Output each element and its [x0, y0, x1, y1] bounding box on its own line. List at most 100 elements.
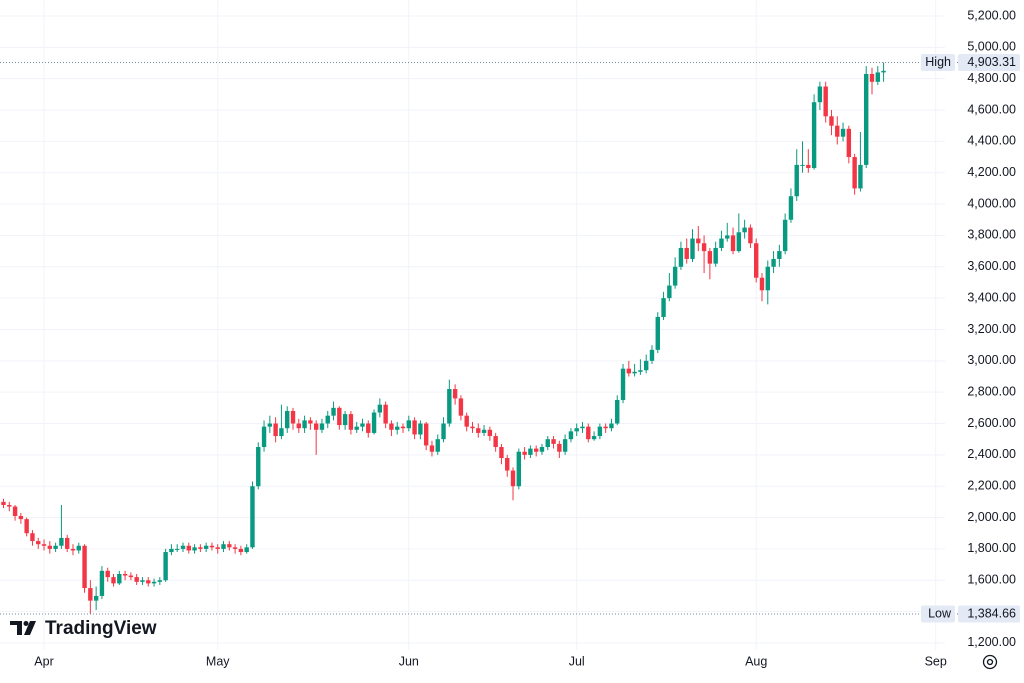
candle-body	[840, 128, 846, 137]
candle-body	[366, 423, 371, 433]
candle-body	[423, 423, 429, 446]
candle-body	[748, 227, 753, 244]
candle-body	[24, 519, 29, 534]
y-tick-label: 2,000.00	[967, 510, 1016, 524]
candle-body	[736, 232, 742, 252]
candle-body	[505, 457, 510, 471]
candle-body	[99, 570, 105, 596]
marker-label-box	[921, 53, 955, 71]
candle-body	[319, 423, 325, 430]
candle-body	[53, 545, 58, 549]
candle-body	[163, 552, 168, 581]
y-tick-label: 4,000.00	[967, 196, 1016, 210]
candle-body	[441, 423, 446, 440]
candle-body	[562, 439, 568, 452]
candle-body	[713, 247, 718, 264]
candle-body	[186, 545, 191, 551]
x-tick-label: Jun	[399, 654, 419, 668]
candle-body	[765, 266, 770, 291]
candle-body	[221, 544, 226, 549]
candle-body	[800, 164, 805, 166]
y-tick-label: 2,600.00	[967, 416, 1016, 430]
axes: 1,200.001,400.001,600.001,800.002,000.00…	[0, 8, 1020, 668]
candle-body	[829, 116, 834, 126]
candle-body	[215, 547, 220, 549]
candle-body	[175, 548, 180, 550]
y-tick-label: 1,200.00	[967, 635, 1016, 649]
candle-body	[105, 570, 110, 578]
candle-body	[198, 547, 203, 549]
candle-body	[395, 426, 400, 430]
candle-body	[389, 423, 394, 430]
candle-body	[545, 439, 550, 448]
grid	[0, 0, 945, 650]
candle-body	[157, 580, 163, 582]
candle-body	[493, 436, 498, 448]
candle-body	[209, 545, 215, 548]
candle-body	[232, 547, 238, 549]
candle-body	[371, 412, 377, 433]
y-tick-label: 5,000.00	[967, 40, 1016, 54]
candle-body	[852, 157, 857, 189]
candle-body	[82, 545, 87, 589]
x-tick-label: Jul	[569, 654, 585, 668]
candle-body	[30, 533, 35, 542]
y-tick-label: 2,800.00	[967, 384, 1016, 398]
candle-body	[678, 247, 684, 267]
candle-body	[7, 505, 12, 507]
candle-body	[615, 400, 620, 424]
x-tick-label: Sep	[925, 654, 947, 668]
y-tick-label: 4,800.00	[967, 71, 1016, 85]
candle-body	[256, 447, 261, 487]
candle-body	[499, 447, 504, 458]
candle-body	[47, 545, 53, 549]
candle-body	[864, 73, 869, 165]
candle-body	[348, 414, 354, 430]
candle-body	[36, 541, 41, 545]
candle-body	[522, 451, 527, 455]
y-tick-label: 4,400.00	[967, 134, 1016, 148]
candle-body	[620, 368, 626, 400]
candle-body	[539, 447, 545, 452]
y-tick-label: 2,200.00	[967, 479, 1016, 493]
candle-body	[667, 285, 672, 299]
candle-body	[730, 235, 736, 252]
candle-body	[881, 70, 886, 73]
candle-body	[406, 420, 411, 429]
candle-body	[308, 420, 313, 424]
candle-body	[742, 227, 747, 233]
candle-body	[690, 238, 695, 259]
candle-body	[180, 545, 186, 549]
candle-body	[290, 410, 296, 424]
candle-body	[296, 423, 301, 429]
candle-body	[649, 349, 655, 361]
candle-body	[447, 389, 452, 424]
candle-body	[88, 588, 93, 601]
candle-body	[1, 501, 6, 506]
candle-body	[464, 415, 469, 427]
candle-body	[151, 581, 157, 584]
candle-body	[140, 580, 145, 582]
y-tick-label: 3,800.00	[967, 228, 1016, 242]
candle-body	[846, 128, 852, 158]
candle-body	[516, 451, 522, 487]
settings-icon[interactable]	[982, 654, 998, 670]
candle-body	[811, 102, 817, 169]
watermark-logo	[10, 621, 36, 635]
candle-body	[661, 298, 666, 317]
x-tick-label: Aug	[745, 654, 767, 668]
candle-body	[452, 389, 458, 399]
candle-body	[551, 439, 556, 444]
candle-body	[250, 486, 255, 548]
y-tick-label: 3,200.00	[967, 322, 1016, 336]
candle-body	[377, 404, 383, 413]
candle-body	[672, 266, 678, 286]
candle-body	[279, 428, 284, 437]
candle-body	[41, 544, 47, 546]
candle-body	[192, 547, 197, 551]
candle-body	[869, 73, 875, 82]
marker-label: Low	[928, 606, 952, 620]
candle-body	[429, 445, 435, 452]
y-tick-label: 3,600.00	[967, 259, 1016, 273]
